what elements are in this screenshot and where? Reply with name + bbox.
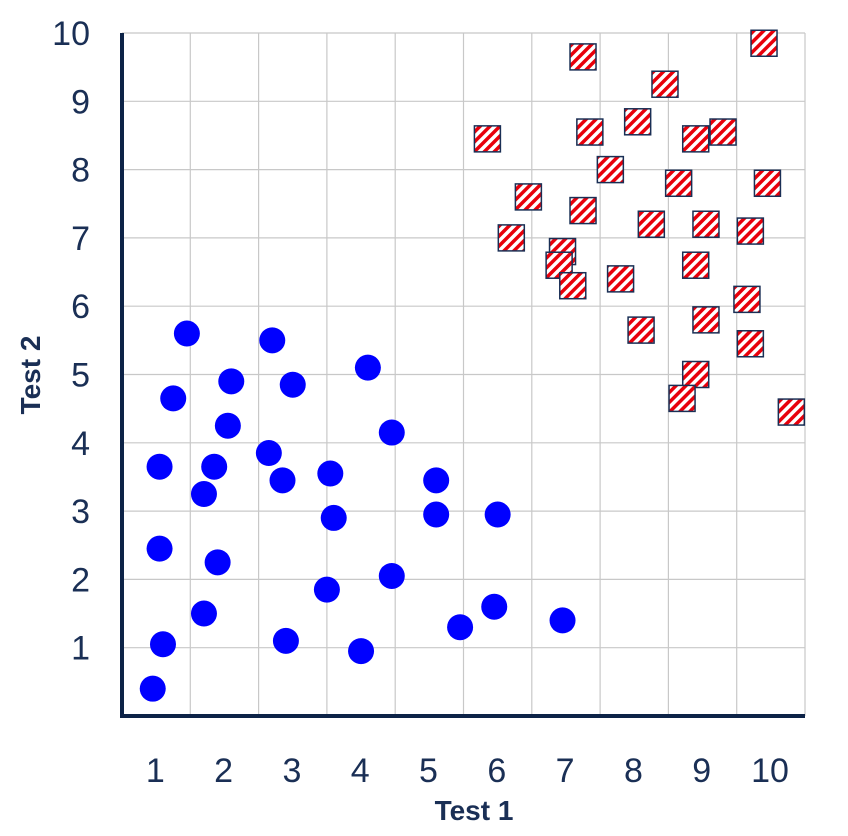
data-point-circle <box>218 368 245 395</box>
data-point-circle <box>378 562 405 589</box>
data-point-circle <box>484 501 511 528</box>
x-tick-label: 8 <box>624 752 643 790</box>
x-tick-label: 10 <box>751 752 789 790</box>
x-tick-label: 1 <box>146 752 165 790</box>
data-point-square <box>733 285 761 314</box>
data-point-square <box>709 118 737 146</box>
data-point-circle <box>279 371 306 398</box>
data-point-circle <box>423 467 450 494</box>
data-point-circle <box>313 576 340 603</box>
y-axis-title: Test 2 <box>15 336 46 415</box>
data-point-circle <box>272 627 299 654</box>
data-point-square <box>623 108 652 136</box>
y-tick-label: 5 <box>71 357 90 395</box>
data-point-square <box>681 125 710 153</box>
data-point-circle <box>423 501 450 528</box>
data-point-square <box>473 125 502 153</box>
data-point-square <box>497 224 526 252</box>
data-point-square <box>692 210 720 238</box>
data-point-square <box>569 43 597 71</box>
axes <box>120 33 805 718</box>
data-point-square <box>681 360 710 389</box>
data-point-square <box>664 169 693 198</box>
data-point-square <box>569 196 597 225</box>
data-point-square <box>668 384 696 413</box>
x-tick-label: 5 <box>419 752 438 790</box>
data-point-square <box>736 330 765 358</box>
data-point-square <box>559 271 587 300</box>
y-tick-label: 8 <box>71 152 90 190</box>
data-point-square <box>681 251 710 279</box>
data-point-circle <box>447 614 474 641</box>
data-point-square <box>596 155 625 184</box>
data-point-circle <box>204 549 231 576</box>
data-point-circle <box>269 467 296 494</box>
data-point-circle <box>255 440 282 467</box>
data-point-circle <box>160 385 187 412</box>
data-point-circle <box>378 419 405 446</box>
x-tick-label: 7 <box>556 752 575 790</box>
y-tick-label: 2 <box>71 561 90 599</box>
data-point-circle <box>481 593 508 620</box>
data-point-circle <box>317 460 344 487</box>
data-point-circle <box>214 412 241 439</box>
y-tick-label: 6 <box>71 288 90 326</box>
data-point-circle <box>173 320 200 347</box>
data-point-circle <box>139 675 166 702</box>
data-point-circle <box>348 638 375 665</box>
data-point-square <box>606 265 635 293</box>
data-point-square <box>627 316 655 344</box>
y-tick-label: 10 <box>52 15 90 53</box>
y-tick-label: 7 <box>71 220 90 258</box>
data-point-circle <box>149 631 176 658</box>
data-point-square <box>753 169 782 198</box>
data-point-circle <box>146 453 173 480</box>
data-point-square <box>750 29 778 57</box>
data-point-square <box>651 70 679 98</box>
data-point-square <box>576 118 604 146</box>
x-tick-label: 3 <box>282 752 301 790</box>
data-point-square <box>637 210 666 238</box>
data-point-square <box>514 183 543 211</box>
x-tick-label: 4 <box>351 752 370 790</box>
x-tick-label: 6 <box>487 752 506 790</box>
x-tick-label: 2 <box>214 752 233 790</box>
data-points <box>139 29 806 702</box>
x-tick-label: 9 <box>692 752 711 790</box>
data-point-circle <box>146 535 173 562</box>
y-tick-label: 9 <box>71 83 90 121</box>
data-point-square <box>736 217 765 245</box>
data-point-circle <box>320 504 347 531</box>
data-point-square <box>692 306 720 334</box>
y-tick-label: 1 <box>71 630 90 668</box>
tick-labels: 1 2 3 4 5 6 7 8 9 10 1 2 3 4 5 6 7 8 9 10 <box>52 15 789 790</box>
data-point-circle <box>190 600 217 627</box>
grid-lines <box>122 32 806 716</box>
data-point-circle <box>201 453 228 480</box>
y-tick-label: 4 <box>71 425 90 463</box>
x-axis-title: Test 1 <box>435 795 514 826</box>
data-point-circle <box>549 607 576 634</box>
y-tick-label: 3 <box>71 493 90 531</box>
data-point-circle <box>259 327 286 354</box>
data-point-circle <box>354 354 381 381</box>
data-point-square <box>777 398 806 426</box>
data-point-circle <box>190 481 217 508</box>
